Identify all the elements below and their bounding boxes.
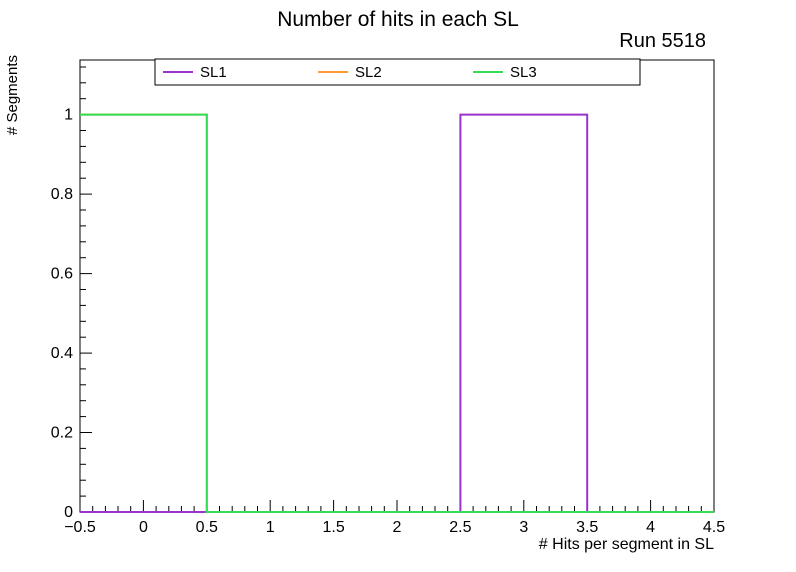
y-tick-label: 0 bbox=[64, 504, 73, 521]
y-axis-title: # Segments bbox=[4, 55, 21, 135]
histogram-series-layer bbox=[80, 113, 714, 513]
axis-tick-layer: −0.5 0 0.5 1 1.5 2 2.5 3 3.5 4 4.500.20.40.60.81 bbox=[51, 66, 725, 536]
x-tick-label: 4.5 bbox=[703, 519, 725, 536]
x-tick-label: 2.5 bbox=[449, 519, 471, 536]
y-tick-label: 0.6 bbox=[51, 266, 73, 283]
x-tick-label: 4 bbox=[646, 519, 655, 536]
y-tick-label: 0.2 bbox=[51, 425, 73, 442]
histogram-sl3 bbox=[80, 113, 714, 513]
x-axis-title: # Hits per segment in SL bbox=[539, 536, 714, 553]
x-tick-label: 2 bbox=[393, 519, 402, 536]
x-tick-label: 0 bbox=[139, 519, 148, 536]
x-tick-label: 1 bbox=[266, 519, 275, 536]
x-tick-label: 3.5 bbox=[576, 519, 598, 536]
x-tick-label: 0.5 bbox=[196, 519, 218, 536]
chart-title: Number of hits in each SL bbox=[277, 8, 519, 31]
y-tick-label: 0.4 bbox=[51, 345, 73, 362]
plot-frame bbox=[79, 59, 715, 513]
x-tick-label: −0.5 bbox=[64, 519, 96, 536]
x-tick-label: 1.5 bbox=[322, 519, 344, 536]
legend-label-sl2: SL2 bbox=[355, 64, 382, 81]
y-tick-label: 1 bbox=[64, 107, 73, 124]
legend-label-sl1: SL1 bbox=[200, 64, 227, 81]
y-tick-label: 0.8 bbox=[51, 186, 73, 203]
x-tick-label: 3 bbox=[519, 519, 528, 536]
histogram-sl2 bbox=[80, 113, 714, 513]
legend-label-sl3: SL3 bbox=[510, 64, 537, 81]
histogram-sl1 bbox=[80, 113, 714, 513]
legend: SL1 SL2 SL3 bbox=[154, 58, 641, 86]
run-label: Run 5518 bbox=[619, 30, 706, 52]
legend-box bbox=[154, 58, 641, 86]
